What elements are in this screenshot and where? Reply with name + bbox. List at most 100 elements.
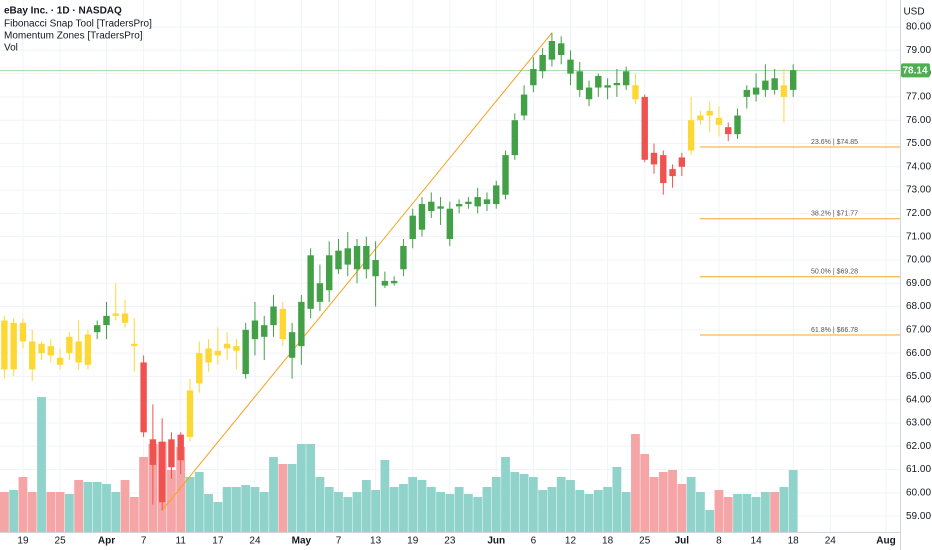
volume-bar [371, 490, 380, 532]
volume-bar [714, 490, 724, 532]
y-tick-label: 79.00 [906, 45, 931, 56]
candle-body [604, 85, 611, 88]
candle-body [19, 322, 27, 342]
volume-bar [686, 477, 696, 532]
x-tick-label: 12 [565, 536, 577, 547]
chart-title: eBay Inc. · 1D · NASDAQ [4, 6, 122, 17]
x-tick-label: 17 [212, 536, 224, 547]
volume-bar [436, 492, 445, 532]
volume-bar [779, 487, 789, 532]
candle-body [326, 255, 333, 291]
volume-bar [640, 454, 650, 532]
candle-body [344, 248, 351, 265]
volume-bar [334, 492, 343, 532]
volume-bar [464, 494, 473, 532]
volume-bar [241, 485, 251, 532]
candle-layer [1, 32, 797, 511]
candle-body [669, 169, 676, 177]
candle-body [353, 245, 361, 270]
x-tick-label: Aug [876, 536, 895, 547]
candle-body [363, 245, 370, 270]
volume-bar [612, 467, 622, 532]
candle-body [725, 127, 732, 135]
x-tick-label: 14 [751, 536, 763, 547]
y-tick-label: 67.00 [906, 324, 931, 335]
volume-bar [324, 487, 334, 532]
candle-body [734, 115, 741, 135]
y-tick-label: 63.00 [906, 418, 931, 429]
candle-body [409, 215, 416, 239]
candle-body [158, 441, 166, 503]
x-tick-label: 13 [370, 536, 382, 547]
volume-bar [55, 492, 65, 532]
volume-bar [501, 457, 510, 532]
candle-body [251, 320, 259, 340]
volume-bar [593, 490, 603, 532]
volume-bar [510, 472, 520, 532]
volume-bar [491, 477, 501, 532]
volume-bar [528, 477, 538, 532]
candle-body [149, 439, 157, 465]
volume-bar [129, 497, 139, 532]
volume-bar [92, 482, 102, 532]
volume-bar [83, 482, 93, 532]
candle-body [205, 348, 212, 363]
y-tick-label: 66.00 [906, 348, 931, 359]
volume-bar [259, 492, 269, 532]
currency-label: USD [903, 7, 924, 18]
volume-bar [788, 470, 798, 532]
candle-body [75, 341, 82, 363]
volume-bar [343, 497, 353, 532]
x-tick-label: 18 [602, 536, 614, 547]
volume-bar [482, 487, 492, 532]
volume-bar [631, 434, 640, 532]
x-tick-label: 19 [407, 536, 419, 547]
candle-body [261, 325, 268, 337]
candle-body [233, 346, 240, 351]
volume-bar [668, 470, 677, 532]
fib-label: 61.8% | $66.78 [811, 327, 858, 334]
volume-bar [102, 484, 111, 532]
volume-bar [222, 487, 232, 532]
x-tick-label: 24 [825, 536, 837, 547]
x-tick-label: 8 [716, 536, 722, 547]
candle-body [242, 329, 249, 375]
volume-bar [352, 492, 362, 532]
x-tick-label: 25 [55, 536, 67, 547]
x-tick-label: 7 [336, 536, 342, 547]
candle-body [715, 117, 723, 125]
y-tick-label: 60.00 [906, 488, 931, 499]
candle-body [576, 71, 583, 90]
y-tick-label: 73.00 [906, 185, 931, 196]
volume-bar [733, 494, 742, 532]
volume-bar [18, 477, 28, 532]
volume-bar [37, 397, 46, 532]
volume-bar [742, 494, 752, 532]
volume-bar [649, 477, 659, 532]
x-tick-label: 24 [249, 536, 261, 547]
candle-body [641, 96, 648, 160]
y-tick-label: 71.00 [906, 231, 931, 242]
volume-bar [566, 480, 575, 532]
candle-body [585, 87, 593, 100]
candle-body [270, 306, 277, 326]
volume-bar [287, 464, 297, 532]
candle-body [168, 439, 175, 468]
indicator-label: Momentum Zones [TradersPro] [4, 31, 143, 42]
candle-body [1, 320, 8, 370]
y-tick-label: 68.00 [906, 301, 931, 312]
volume-bar [696, 492, 705, 532]
volume-bar [306, 444, 316, 532]
y-tick-label: 74.00 [906, 161, 931, 172]
indicator-label: Fibonacci Snap Tool [TradersPro] [4, 19, 152, 30]
candle-body [418, 204, 426, 230]
volume-bar [519, 474, 529, 532]
candle-body [223, 343, 231, 349]
x-tick-label: Apr [98, 536, 115, 547]
candle-body [660, 155, 667, 184]
candle-body [177, 434, 184, 461]
x-tick-label: May [292, 536, 312, 547]
volume-bar [204, 494, 213, 532]
x-tick-label: Jun [487, 536, 505, 547]
candle-body [706, 110, 713, 116]
